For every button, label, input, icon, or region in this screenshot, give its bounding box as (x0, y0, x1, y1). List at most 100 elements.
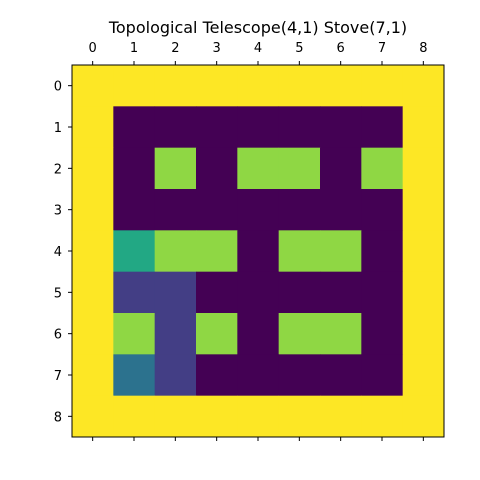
grid-cell (113, 313, 156, 355)
grid-cell (320, 395, 362, 438)
x-tick-label: 1 (130, 41, 138, 56)
grid-cell (278, 313, 321, 355)
grid-cell (196, 271, 238, 314)
grid-cell (320, 230, 362, 273)
grid-cell (72, 189, 114, 231)
grid-cell (361, 230, 404, 273)
y-tick-label: 8 (54, 410, 62, 425)
grid-cell (113, 271, 156, 314)
grid-cell (237, 271, 280, 314)
grid-cell (72, 147, 114, 190)
grid-cell (72, 313, 114, 355)
grid-cell (113, 65, 156, 107)
grid-cell (113, 230, 156, 273)
grid-cell (196, 189, 238, 231)
grid-cell (154, 395, 197, 438)
grid-cell (72, 354, 114, 397)
x-tick-label: 2 (171, 41, 179, 56)
grid-cell (154, 230, 197, 273)
grid-cell (361, 354, 404, 397)
grid-cell (320, 65, 362, 107)
grid-cell (278, 65, 321, 107)
x-tick-label: 4 (254, 41, 262, 56)
grid-cell (72, 395, 114, 438)
grid-cell (361, 313, 404, 355)
grid-cell (113, 189, 156, 231)
grid-cell (113, 106, 156, 149)
grid-cell (402, 65, 445, 107)
x-tick-label: 7 (378, 41, 386, 56)
y-tick-label: 5 (54, 286, 62, 301)
grid-cell (154, 189, 197, 231)
grid-cell (154, 65, 197, 107)
y-tick-label: 6 (54, 328, 62, 343)
grid-cell (278, 354, 321, 397)
grid-cell (320, 106, 362, 149)
y-tick-label: 4 (54, 245, 62, 260)
grid-cell (196, 147, 238, 190)
y-tick-label: 1 (54, 121, 62, 136)
grid-cell (237, 65, 280, 107)
grid-cell (402, 230, 445, 273)
grid-cell (196, 230, 238, 273)
grid-cell (278, 230, 321, 273)
grid-cell (320, 189, 362, 231)
y-tick-label: 0 (54, 80, 62, 95)
grid-cell (361, 65, 404, 107)
chart-title: Topological Telescope(4,1) Stove(7,1) (108, 18, 407, 37)
grid-cell (196, 65, 238, 107)
grid-cell (72, 65, 114, 107)
grid-cell (72, 271, 114, 314)
grid-cell (237, 147, 280, 190)
grid-cell (320, 271, 362, 314)
grid-cell (154, 147, 197, 190)
grid-cell (278, 147, 321, 190)
grid-cell (237, 230, 280, 273)
y-tick-label: 2 (54, 162, 62, 177)
grid-cell (154, 354, 197, 397)
y-tick-label: 3 (54, 204, 62, 219)
grid-cell (361, 106, 404, 149)
x-tick-label: 0 (89, 41, 97, 56)
grid-cell (196, 313, 238, 355)
grid-cell (237, 313, 280, 355)
grid-cell (237, 106, 280, 149)
grid-cell (113, 354, 156, 397)
grid-cell (237, 354, 280, 397)
grid-cell (402, 313, 445, 355)
grid-cell (113, 147, 156, 190)
grid-cell (402, 106, 445, 149)
grid-cell (278, 271, 321, 314)
grid-cells (72, 65, 445, 438)
grid-cell (361, 271, 404, 314)
grid-cell (402, 189, 445, 231)
grid-cell (113, 395, 156, 438)
grid-cell (361, 395, 404, 438)
grid-cell (402, 271, 445, 314)
grid-cell (402, 147, 445, 190)
grid-cell (320, 354, 362, 397)
grid-cell (361, 189, 404, 231)
grid-cell (278, 106, 321, 149)
grid-cell (361, 147, 404, 190)
grid-cell (402, 354, 445, 397)
grid-cell (154, 106, 197, 149)
x-tick-label: 6 (337, 41, 345, 56)
x-tick-label: 8 (419, 41, 427, 56)
grid-cell (196, 106, 238, 149)
grid-cell (237, 395, 280, 438)
axis-ticks: 0 1 2 3 4 5 6 7 8 0 1 2 3 4 5 6 7 8 (54, 41, 427, 441)
grid-cell (154, 313, 197, 355)
grid-cell (278, 395, 321, 438)
grid-cell (196, 354, 238, 397)
grid-cell (278, 189, 321, 231)
grid-cell (196, 395, 238, 438)
y-tick-label: 7 (54, 369, 62, 384)
grid-cell (154, 271, 197, 314)
grid-cell (320, 147, 362, 190)
x-tick-label: 3 (213, 41, 221, 56)
x-tick-label: 5 (295, 41, 303, 56)
grid-cell (320, 313, 362, 355)
grid-cell (237, 189, 280, 231)
